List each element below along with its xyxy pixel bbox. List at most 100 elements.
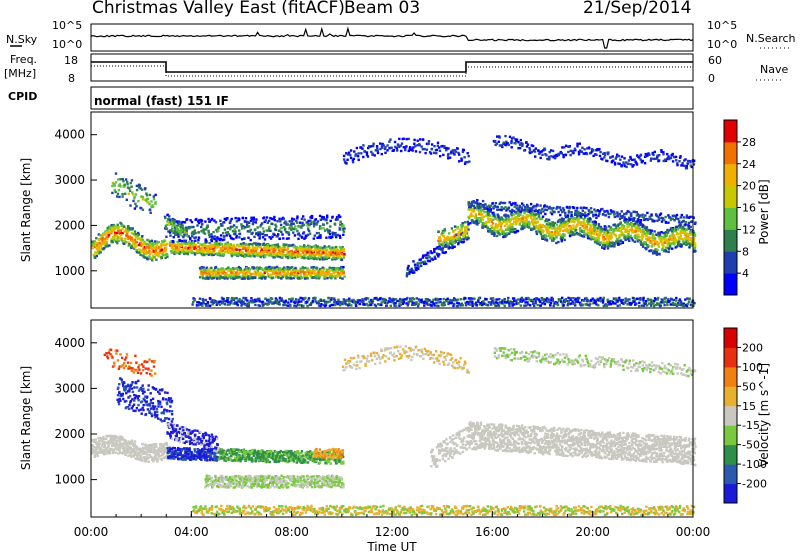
range-cell	[336, 269, 339, 273]
range-cell	[471, 214, 474, 218]
range-cell	[505, 228, 508, 231]
range-cell	[512, 202, 515, 205]
range-cell	[224, 242, 227, 245]
range-cell	[184, 246, 188, 249]
range-cell	[119, 185, 122, 188]
range-cell	[281, 252, 285, 255]
range-cell	[457, 237, 460, 241]
range-cell	[269, 276, 272, 279]
range-cell	[553, 154, 556, 158]
range-cell	[542, 229, 545, 232]
range-cell	[230, 275, 234, 279]
range-cell	[144, 250, 147, 254]
range-cell	[242, 269, 246, 273]
range-cell	[640, 231, 643, 234]
range-cell	[319, 267, 322, 271]
range-cell	[259, 223, 263, 227]
range-cell	[437, 230, 440, 233]
range-cell	[134, 234, 137, 237]
range-cell	[202, 270, 205, 274]
range-cell	[616, 240, 619, 243]
range-cell	[306, 224, 309, 227]
range-cell	[603, 243, 607, 247]
range-cell	[384, 151, 387, 154]
range-cell	[307, 222, 310, 225]
range-cell	[558, 219, 561, 223]
range-cell	[502, 232, 506, 235]
range-cell	[528, 147, 531, 150]
range-cell	[319, 236, 322, 239]
range-cell	[294, 254, 297, 257]
range-cell	[618, 212, 622, 216]
range-cell	[428, 256, 431, 259]
range-cell	[227, 251, 230, 254]
range-cell	[280, 255, 284, 258]
range-cell	[688, 246, 691, 249]
range-cell	[208, 241, 211, 245]
range-cell	[484, 222, 488, 226]
range-cell	[238, 232, 241, 236]
range-cell	[458, 160, 461, 163]
range-cell	[258, 274, 261, 278]
range-cell	[221, 297, 224, 300]
range-cell	[586, 235, 590, 238]
range-cell	[293, 268, 296, 271]
range-cell	[140, 188, 144, 191]
range-cell	[529, 209, 532, 212]
range-cell	[232, 273, 236, 277]
range-cell	[201, 277, 205, 280]
range-cell	[621, 224, 624, 227]
range-cell	[400, 142, 404, 145]
range-cell	[245, 267, 249, 270]
range-cell	[676, 232, 679, 236]
range-cell	[552, 156, 555, 159]
range-cell	[261, 250, 264, 253]
range-cell	[149, 243, 152, 246]
range-cell	[572, 151, 575, 155]
range-cell	[95, 254, 98, 258]
range-cell	[522, 209, 525, 212]
range-cell	[648, 229, 651, 232]
range-cell	[668, 229, 672, 232]
range-cell	[491, 212, 494, 215]
range-cell	[603, 156, 606, 159]
range-cell	[118, 231, 122, 234]
range-cell	[616, 215, 620, 218]
range-cell	[135, 205, 138, 208]
range-cell	[357, 152, 360, 155]
range-cell	[306, 277, 309, 280]
range-cell	[463, 235, 466, 239]
range-cell	[689, 164, 692, 167]
range-cell	[448, 238, 452, 242]
range-cell	[232, 224, 236, 227]
range-cell	[139, 187, 142, 190]
range-cell	[643, 232, 647, 236]
range-cell	[294, 275, 297, 278]
range-cell	[583, 222, 586, 225]
range-cell	[412, 269, 415, 272]
range-cell	[613, 161, 617, 165]
range-cell	[379, 147, 382, 151]
range-cell	[213, 235, 216, 238]
range-cell	[269, 253, 273, 256]
range-cell	[515, 219, 518, 223]
range-cell	[247, 304, 250, 308]
range-cell	[202, 228, 206, 232]
range-cell	[250, 232, 253, 236]
range-cell	[157, 252, 160, 256]
range-cell	[589, 218, 592, 221]
range-cell	[331, 275, 334, 278]
range-cell	[248, 271, 251, 274]
range-cell	[529, 214, 533, 218]
range-cell	[514, 230, 517, 234]
range-cell	[576, 142, 579, 145]
range-cell	[255, 252, 259, 255]
range-cell	[502, 141, 506, 144]
range-cell	[314, 248, 318, 251]
range-cell	[205, 274, 208, 277]
nsky-tick-bottom: 10^0	[52, 38, 82, 51]
range-cell	[165, 227, 169, 230]
range-cell	[118, 236, 121, 239]
range-cell	[246, 302, 249, 305]
range-cell	[318, 254, 321, 258]
